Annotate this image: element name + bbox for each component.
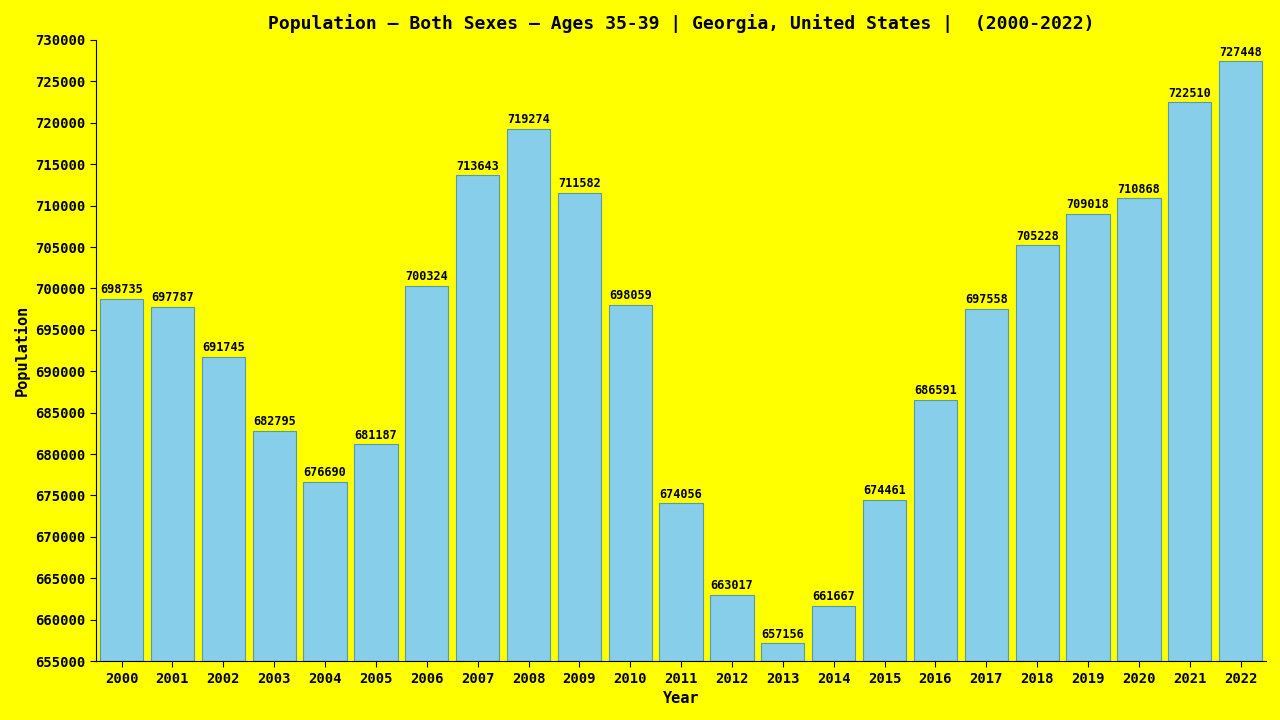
Bar [1169, 102, 1211, 661]
Text: 691745: 691745 [202, 341, 244, 354]
Bar [1015, 245, 1059, 661]
Bar [303, 482, 347, 661]
Text: 674461: 674461 [863, 485, 906, 498]
Text: 686591: 686591 [914, 384, 957, 397]
Bar [202, 357, 244, 661]
Bar [456, 176, 499, 661]
Bar [762, 643, 804, 661]
Text: 698735: 698735 [100, 284, 143, 297]
Text: 657156: 657156 [762, 628, 804, 641]
Bar [151, 307, 195, 661]
Bar [406, 286, 448, 661]
Text: 727448: 727448 [1220, 45, 1262, 58]
Bar [863, 500, 906, 661]
Text: 698059: 698059 [609, 289, 652, 302]
Text: 676690: 676690 [303, 466, 347, 479]
Bar [812, 606, 855, 661]
Text: 700324: 700324 [406, 270, 448, 283]
Text: 711582: 711582 [558, 177, 600, 190]
Y-axis label: Population: Population [14, 305, 29, 396]
Text: 722510: 722510 [1169, 86, 1211, 99]
Text: 697787: 697787 [151, 292, 193, 305]
Bar [558, 192, 602, 661]
Bar [507, 129, 550, 661]
Bar [659, 503, 703, 661]
Bar [100, 299, 143, 661]
Bar [355, 444, 398, 661]
Text: 713643: 713643 [456, 160, 499, 173]
Text: 663017: 663017 [710, 580, 754, 593]
Text: 681187: 681187 [355, 429, 397, 442]
Text: 661667: 661667 [813, 590, 855, 603]
X-axis label: Year: Year [663, 691, 699, 706]
Text: 705228: 705228 [1016, 230, 1059, 243]
Text: 710868: 710868 [1117, 183, 1160, 196]
Bar [710, 595, 754, 661]
Bar [252, 431, 296, 661]
Text: 697558: 697558 [965, 293, 1007, 306]
Bar [1117, 199, 1161, 661]
Bar [965, 309, 1007, 661]
Bar [1066, 214, 1110, 661]
Bar [1219, 61, 1262, 661]
Bar [608, 305, 652, 661]
Title: Population – Both Sexes – Ages 35-39 | Georgia, United States |  (2000-2022): Population – Both Sexes – Ages 35-39 | G… [268, 14, 1094, 33]
Text: 709018: 709018 [1066, 198, 1110, 211]
Bar [914, 400, 957, 661]
Text: 719274: 719274 [507, 113, 550, 126]
Text: 682795: 682795 [252, 415, 296, 428]
Text: 674056: 674056 [659, 488, 703, 501]
